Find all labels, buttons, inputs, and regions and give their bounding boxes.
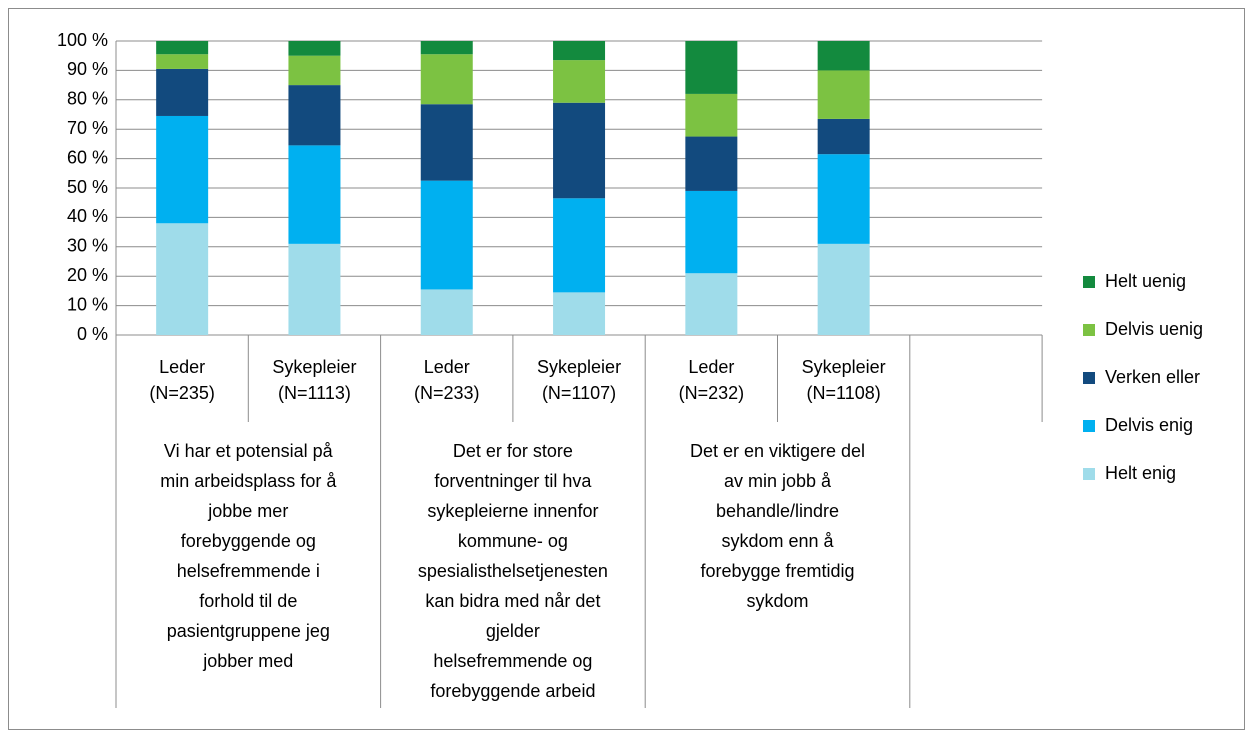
x-tick-label: Sykepleier [272,357,356,377]
bar-segment [553,292,606,335]
bar-segment [288,41,341,56]
legend-label: Verken eller [1105,367,1200,387]
y-tick-label: 70 % [67,118,108,138]
legend-swatch [1083,372,1095,384]
group-label: kan bidra med når det [425,591,600,611]
bar-segment [288,85,341,146]
bar-segment [685,93,738,137]
bar-segment [685,41,738,94]
legend-swatch [1083,324,1095,336]
group-label: Det er for store [453,441,573,461]
bar-segment [288,145,341,244]
y-tick-label: 20 % [67,265,108,285]
bar-segment [420,54,473,105]
x-tick-label: (N=232) [679,383,745,403]
x-tick-label: Sykepleier [802,357,886,377]
chart-frame [8,8,1245,730]
bar-segment [817,41,870,71]
bar-segment [156,68,209,116]
legend-swatch [1083,468,1095,480]
bar-segment [420,104,473,181]
group-label: kommune- og [458,531,568,551]
y-tick-label: 80 % [67,89,108,109]
y-tick-label: 50 % [67,177,108,197]
bar-segment [685,136,738,191]
x-tick-label: (N=1113) [278,383,351,403]
group-label: gjelder [486,621,540,641]
bar-segment [817,243,870,335]
group-label: forventninger til hva [434,471,592,491]
legend-label: Helt uenig [1105,271,1186,291]
bar-segment [817,118,870,155]
group-label: helsefremmende i [177,561,320,581]
x-tick-label: Leder [424,357,470,377]
group-label: forebyggende og [181,531,316,551]
bar-segment [553,102,606,199]
group-label: av min jobb å [724,471,832,491]
bar-segment [156,115,209,224]
x-tick-label: Leder [688,357,734,377]
bar-segment [817,70,870,119]
x-tick-label: (N=1108) [807,383,881,403]
y-tick-label: 40 % [67,206,108,226]
group-label: helsefremmende og [433,651,592,671]
y-tick-label: 60 % [67,147,108,167]
bar-segment [553,41,606,61]
group-label: forebygge fremtidig [700,561,854,581]
bar-segment [553,198,606,293]
x-tick-label: (N=235) [149,383,215,403]
group-label: behandle/lindre [716,501,839,521]
bar-segment [288,243,341,335]
legend-label: Helt enig [1105,463,1176,483]
x-tick-label: (N=233) [414,383,480,403]
y-tick-label: 90 % [67,59,108,79]
bar-segment [685,190,738,274]
group-label: jobber med [202,651,293,671]
legend-swatch [1083,420,1095,432]
group-label: forhold til de [199,591,297,611]
bar-segment [685,273,738,335]
group-label: pasientgruppene jeg [167,621,330,641]
bar-segment [420,180,473,290]
x-tick-label: (N=1107) [542,383,616,403]
legend-swatch [1083,276,1095,288]
bar-segment [817,154,870,244]
group-label: Det er en viktigere del [690,441,865,461]
group-label: jobbe mer [207,501,288,521]
group-label: Vi har et potensial på [164,441,334,461]
bar-segment [156,223,209,335]
y-tick-label: 30 % [67,236,108,256]
bar-segment [156,41,209,55]
y-tick-label: 10 % [67,294,108,314]
bar-segment [420,289,473,335]
group-label: forebyggende arbeid [430,681,595,701]
x-tick-label: Leder [159,357,205,377]
bar-segment [288,55,341,86]
group-label: sykdom [746,591,808,611]
group-label: min arbeidsplass for å [160,471,337,491]
group-label: sykepleierne innenfor [427,501,598,521]
x-tick-label: Sykepleier [537,357,621,377]
y-tick-label: 0 % [77,324,108,344]
bar-segment [553,60,606,103]
y-tick-label: 100 % [57,30,108,50]
group-label: spesialisthelsetjenesten [418,561,608,581]
legend-label: Delvis uenig [1105,319,1203,339]
bar-segment [420,41,473,55]
bar-segment [156,54,209,69]
group-label: sykdom enn å [721,531,834,551]
legend-label: Delvis enig [1105,415,1193,435]
